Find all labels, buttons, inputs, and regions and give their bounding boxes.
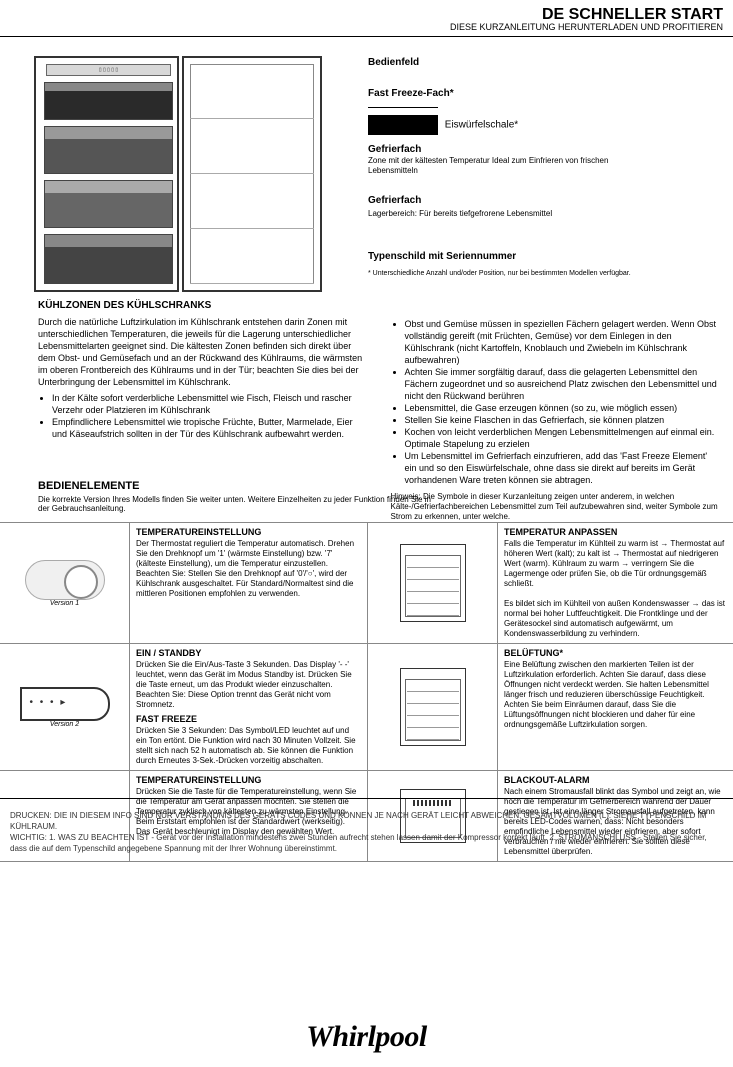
description-block: KÜHLZONEN DES KÜHLSCHRANKS Durch die nat… — [38, 300, 728, 522]
mini-fridge-icon — [400, 668, 466, 746]
cell-title: EIN / STANDBY — [136, 648, 361, 658]
cell-text: Eine Belüftung zwischen den markierten T… — [504, 660, 709, 729]
list-item: Um Lebensmittel im Gefrierfach einzufrie… — [405, 450, 721, 486]
list-item: Kochen von leicht verderblichen Mengen L… — [405, 426, 721, 450]
vent-icon — [413, 800, 453, 806]
version-label: Version 2 — [50, 721, 79, 728]
control-panel-icon: ▯ ▯ ▯ ▯ ▯ — [46, 64, 171, 76]
cell-title: FAST FREEZE — [136, 714, 361, 724]
door-icon — [182, 56, 322, 292]
cell-text: Es bildet sich im Kühlteil von außen Kon… — [504, 599, 725, 638]
label-column: Bedienfeld Fast Freeze-Fach* FAST FREEZE… — [368, 56, 728, 280]
dial-icon — [25, 560, 105, 600]
description-intro: Durch die natürliche Luftzirkulation im … — [38, 316, 368, 388]
drawer-icon — [44, 126, 173, 174]
cell-title: TEMPERATUREINSTELLUNG — [136, 775, 361, 785]
table-row: Version 2 EIN / STANDBY Drücken Sie die … — [0, 643, 733, 770]
label-typenschild: Typenschild mit Seriennummer — [368, 251, 516, 262]
list-item: Lebensmittel, die Gase erzeugen können (… — [405, 402, 721, 414]
list-item: Achten Sie immer sorgfältig darauf, dass… — [405, 366, 721, 402]
description-note: Hinweis: Die Symbole in dieser Kurzanlei… — [391, 492, 721, 522]
drawer-icon — [44, 234, 173, 284]
cell-title: BELÜFTUNG* — [504, 648, 727, 658]
cell-text: Der Thermostat reguliert die Temperatur … — [136, 539, 354, 598]
list-item: Stellen Sie keine Flaschen in das Gefrie… — [405, 414, 721, 426]
footer-text: DRUCKEN: DIE IN DIESEM INFO SIND NUR VER… — [10, 810, 723, 854]
label-gefrierfach1: Gefrierfach — [368, 144, 421, 155]
drawer-icon — [44, 82, 173, 120]
version-label: Version 1 — [50, 600, 79, 607]
drawer-icon — [44, 180, 173, 228]
cell-title: TEMPERATUR ANPASSEN — [504, 527, 727, 537]
page-subtitle: DIESE KURZANLEITUNG HERUNTERLADEN UND PR… — [0, 22, 733, 32]
label-note: * Unterschiedliche Anzahl und/oder Posit… — [368, 267, 728, 280]
label-icecube: Eiswürfelschale* — [445, 120, 518, 131]
mini-fridge-icon — [400, 544, 466, 622]
label-coldzone: Zone mit der kältesten Temperatur Ideal … — [368, 156, 648, 176]
cell-text: Drücken Sie 3 Sekunden: Das Symbol/LED l… — [136, 726, 356, 765]
cell-title: BLACKOUT-ALARM — [504, 775, 727, 785]
brand-logo: Whirlpool — [0, 1020, 733, 1054]
electronic-panel-icon — [20, 687, 110, 721]
controls-note: Die korrekte Version Ihres Modells finde… — [38, 495, 438, 513]
label-gefrierfach2: Gefrierfach — [368, 195, 421, 206]
description-title: KÜHLZONEN DES KÜHLSCHRANKS — [38, 300, 728, 312]
list-item: In der Kälte sofort verderbliche Lebensm… — [52, 392, 368, 416]
fast-freeze-box-icon: FAST FREEZE — [368, 115, 438, 135]
label-bedienfeld: Bedienfeld — [368, 57, 419, 68]
cell-text: Drücken Sie die Ein/Aus-Taste 3 Sekunden… — [136, 660, 352, 709]
list-item: Obst und Gemüse müssen in speziellen Fäc… — [405, 318, 721, 366]
table-row: Version 1 TEMPERATUREINSTELLUNG Der Ther… — [0, 522, 733, 643]
controls-heading: BEDIENELEMENTE — [38, 480, 139, 492]
cell-text: Falls die Temperatur im Kühlteil zu warm… — [504, 539, 724, 588]
label-fastfreeze: Fast Freeze-Fach* — [368, 88, 454, 99]
freezer-diagram: ▯ ▯ ▯ ▯ ▯ — [34, 56, 324, 292]
list-item: Empfindlichere Lebensmittel wie tropisch… — [52, 416, 368, 440]
label-storage: Lagerbereich: Für bereits tiefgefrorene … — [368, 207, 728, 220]
cell-title: TEMPERATUREINSTELLUNG — [136, 527, 361, 537]
